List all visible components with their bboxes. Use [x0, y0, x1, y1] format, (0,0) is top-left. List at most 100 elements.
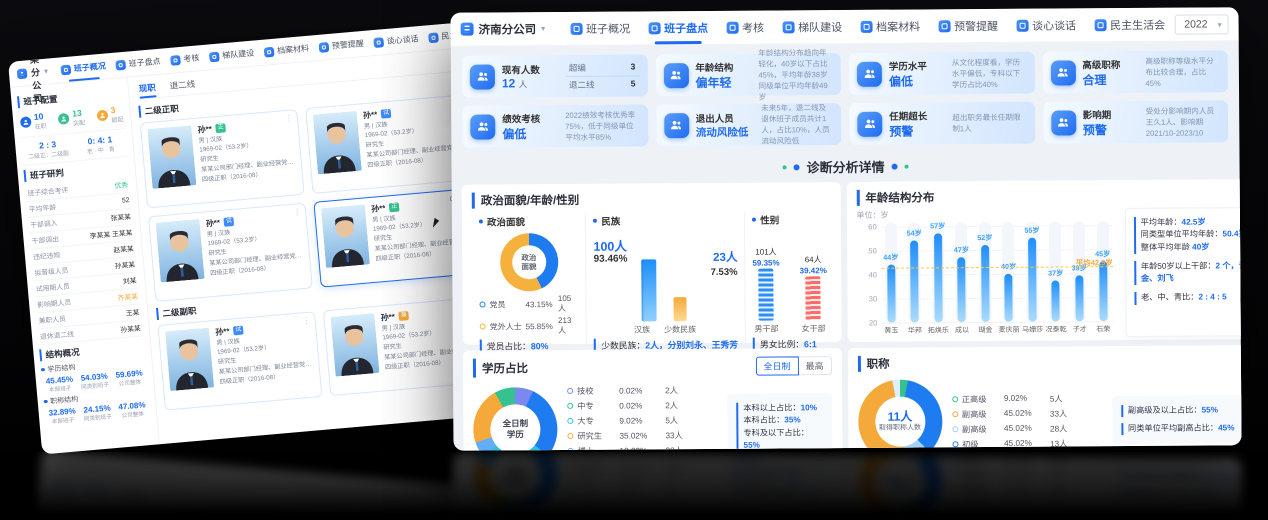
tab-review[interactable]: 班子盘点: [639, 11, 717, 45]
stat-card-title-rank[interactable]: 高级职称 合理 高级职称等级水平分布比较合理，占比45%: [1041, 49, 1230, 95]
back-tab-warning[interactable]: 预警提醒: [313, 31, 370, 61]
person-card[interactable]: 孙** 试 男 | 汉族 1969-02（53.2岁） 研究生 某某公司部门经理、…: [305, 94, 471, 194]
org-name: 济南分公司: [478, 23, 537, 37]
tab-overview[interactable]: 班子概况: [561, 11, 639, 45]
person-card-hovered[interactable]: 孙** 正 男 | 汉族 1969-02（53.2岁） 研究生 某某公司部门经理、…: [313, 188, 479, 288]
section-title: 诊断分析详情: [806, 159, 885, 176]
person-photo: [320, 204, 371, 269]
minority-bar: [673, 297, 687, 322]
stat-card-exit[interactable]: 退出人员 流动风险低 未来5年，退二线及退休班子成员共计1人，占比10%，人员流动…: [654, 102, 843, 148]
ethnic-bar-chart: 100人 93.46% 23人 7.53% 汉族 少数民族: [593, 239, 738, 335]
status-badge: 兼: [398, 311, 410, 321]
back-tab-echelon[interactable]: 梯队建设: [203, 40, 260, 70]
stat-desc: 受处分影响期内人员王久1人、影响期2021/10-2023/10: [1145, 105, 1215, 138]
toggle-highest[interactable]: 最高: [798, 356, 832, 376]
tab-label: 档案材料: [876, 20, 921, 34]
org-selector[interactable]: 济南分公司 ▾: [460, 21, 546, 38]
tab-warning[interactable]: 预警提醒: [929, 9, 1007, 43]
front-header: 济南分公司 ▾ 班子概况 班子盘点 考核 梯队建设 档案材料 预警提醒 谈心谈话…: [450, 7, 1239, 47]
age-bar-slot: 47岁 成以: [951, 222, 972, 334]
tab-label: 梯队建设: [221, 48, 255, 61]
dot-icon: [904, 164, 909, 169]
card-grid: 孙** 正 男 | 汉族 1969-02（53.2岁） 研究生 某某公司部门经理、…: [139, 80, 493, 303]
people-icon: [1050, 109, 1076, 136]
config-stat-active: 10 在职: [19, 111, 47, 132]
age-bar-slot: 40岁 麦庆丽: [998, 221, 1020, 334]
tab-retired[interactable]: 退二线: [169, 78, 196, 91]
female-bar: [805, 276, 822, 321]
tab-label: 谈心谈话: [1032, 19, 1077, 33]
tab-icon: [318, 41, 330, 53]
stat-desc: 高级职称等级水平分布比较合理，占比45%: [1145, 55, 1214, 88]
person-card[interactable]: 孙** 兼 男 | 汉族 1969-02（53.2岁） 研究生 某某公司部门经理、…: [322, 296, 488, 397]
person-card[interactable]: 孙**正 男 | 汉族 1969-02（53.2岁） 研究生 某某公司部门经理、…: [139, 108, 305, 209]
status-badge: 正: [389, 202, 400, 213]
scene: 某某分公司 ▾ 班子概况 班子盘点 考核 梯队建设 档案材料 预警提醒 谈心谈话…: [0, 0, 1268, 452]
stat-card-grid: 现有人数 12 人 超编 3 退二线 5 年龄结构 偏年轻 年龄结构分布趋向年轻化，40…: [451, 41, 1240, 152]
tab-icon: [648, 21, 661, 34]
back-tab-talk[interactable]: 谈心谈话: [368, 26, 425, 56]
front-tab-bar: 班子概况 班子盘点 考核 梯队建设 档案材料 预警提醒 谈心谈话 民主生活会: [561, 8, 1174, 45]
back-main: 现职 退二线 二级正职 孙** 正 男 | 汉族 1969-02（53.2岁） 研…: [128, 49, 493, 445]
building-icon: [460, 22, 474, 36]
back-tab-assess[interactable]: 考核: [164, 45, 205, 73]
back-tab-review[interactable]: 班子盘点: [110, 48, 167, 78]
tab-label: 谈心谈话: [386, 34, 419, 46]
back-tab-overview[interactable]: 班子概况: [55, 53, 112, 83]
stat-desc: 年龄结构分布趋向年轻化，40岁以下占比45%，平均年龄38岁同级单位平均年龄49…: [758, 47, 828, 102]
panel-education-ratio: 学历占比 全日制 最高 全日制 学历 技校 0.02% 2人 中专 0.02% 2人 大专…: [462, 348, 843, 451]
stat-card-impact[interactable]: 影响期 预警 受处分影响期内人员王久1人、影响期2021/10-2023/10: [1041, 99, 1230, 145]
dot-icon: [793, 163, 800, 170]
dot-icon: [891, 163, 898, 170]
panel-title: 年龄结构分布: [856, 187, 1242, 206]
political-legend: 党员 43.15% 105 人 党外人士 55.85% 213 人: [479, 294, 579, 337]
age-bar-slot: 52岁 瑚金: [975, 221, 996, 334]
tab-meeting[interactable]: 民主生活会: [1085, 8, 1174, 42]
person-name: 孙**: [205, 218, 221, 229]
age-bar-chart: 60 50 40 30 20 44岁 黄玉 54岁 华邦 57岁 拓焕乐 47岁 成以 …: [868, 221, 1114, 335]
age-bar-slot: 55岁 马姗莎: [1022, 221, 1043, 334]
back-tab-archives[interactable]: 档案材料: [258, 35, 315, 65]
stat-desc: 2022绩效考核优秀率75%，低于同级单位平均水平85%: [565, 109, 636, 142]
tab-current[interactable]: 现职: [138, 82, 157, 94]
panel-title: 政治面貌/年龄/性别: [471, 190, 831, 209]
person-card[interactable]: 孙** 试 男 | 汉族 1969-02（53.2岁） 研究生 某某公司部门经理、…: [147, 202, 313, 303]
more-menu-icon[interactable]: ⋮: [292, 207, 302, 217]
panel-age-distribution: 年龄结构分布 单位：岁 60 50 40 30 20 44岁 黄玉: [846, 179, 1242, 342]
legend-dot: [479, 301, 486, 308]
panel-title: 职称: [857, 353, 1242, 372]
panel-grid: 政治面貌/年龄/性别 政治面貌 政治 面貌 党员 43.15% 105 人 党外人士 5…: [452, 179, 1242, 451]
stat-card-tenure[interactable]: 任期超长 预警 超出职务最长任期限制1人: [848, 100, 1036, 146]
year-select[interactable]: 2022 ▾: [1174, 13, 1229, 35]
people-icon: [856, 61, 883, 87]
more-menu-icon[interactable]: ⋮: [302, 315, 312, 326]
gender-column: 性别 101人 59.35% 男干部 64人 39.42% 女干部 男女比例：6:1: [745, 210, 834, 351]
stat-card-headcount[interactable]: 现有人数 12 人 超编 3 退二线 5: [460, 53, 649, 99]
stat-card-performance[interactable]: 绩效考核 偏低 2022绩效考核优秀率75%，低于同级单位平均水平85%: [461, 103, 649, 149]
chevron-down-icon: ▾: [43, 66, 49, 76]
stat-card-age[interactable]: 年龄结构 偏年轻 年龄结构分布趋向年轻化，40岁以下占比45%，平均年龄38岁同级…: [654, 48, 843, 101]
tab-echelon[interactable]: 梯队建设: [773, 10, 851, 44]
more-menu-icon[interactable]: ⋮: [284, 113, 294, 124]
stat-desc: 未来5年，退二线及退休班子成员共计1人，占比10%，人员流动风险低: [761, 103, 830, 146]
tab-icon: [373, 36, 385, 48]
tab-talk[interactable]: 谈心谈话: [1007, 8, 1085, 42]
person-photo: [155, 218, 205, 283]
age-bar-slot: 54岁 华邦: [904, 222, 925, 335]
education-toggle: 全日制 最高: [755, 356, 832, 376]
tab-assess[interactable]: 考核: [717, 11, 773, 44]
tab-archives[interactable]: 档案材料: [851, 9, 929, 43]
stat-desc: 超出职务最长任期限制1人: [952, 112, 1021, 134]
legend-dot: [479, 323, 486, 330]
tab-label: 班子概况: [586, 23, 631, 36]
people-icon: [469, 63, 496, 90]
year-value: 2022: [1184, 17, 1208, 31]
people-icon: [663, 112, 689, 138]
config-label: 实配: [72, 120, 86, 128]
headcount-extras: 超编 3 退二线 5: [559, 58, 640, 93]
stat-card-education[interactable]: 学历水平 偏低 从文化程度看，学历水平偏低，专科以下学历占比40%: [847, 50, 1036, 96]
tab-label: 预警提醒: [331, 38, 365, 51]
status-badge: 试: [233, 325, 244, 336]
person-card[interactable]: 孙** 试 男 | 汉族 1969-02（53.2岁） 研究生 某某公司部门经理、…: [157, 311, 323, 411]
toggle-fulltime[interactable]: 全日制: [755, 356, 799, 376]
